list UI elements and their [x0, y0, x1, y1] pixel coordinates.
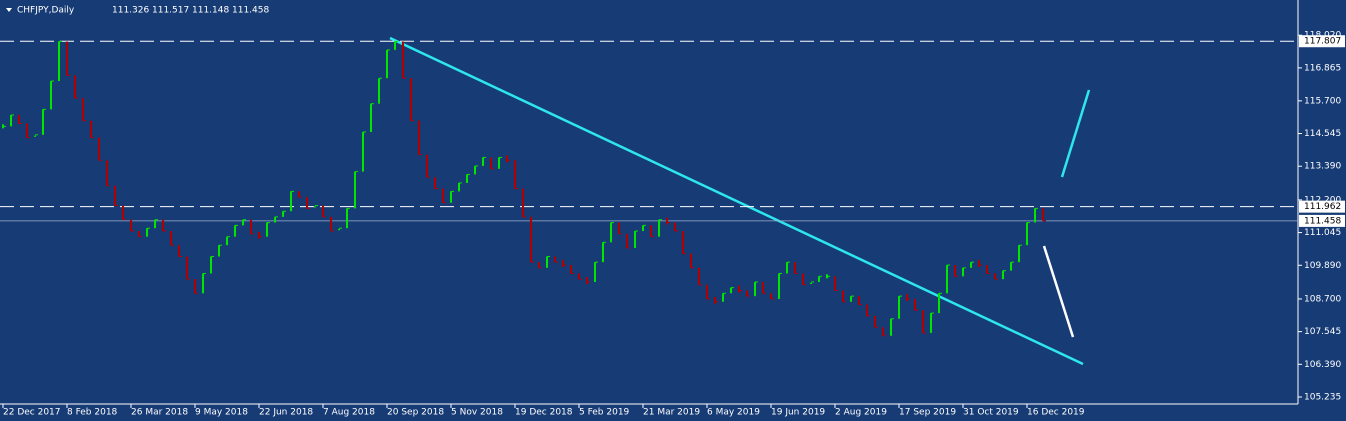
- x-tick-label: 22 Dec 2017: [3, 408, 61, 418]
- x-tick-label: 8 Feb 2018: [67, 408, 118, 418]
- y-tick-label: 113.390: [1304, 162, 1341, 172]
- y-tick-label: 109.890: [1304, 261, 1341, 271]
- symbol: CHFJPY,Daily: [17, 6, 75, 16]
- y-tick-label: 106.390: [1304, 360, 1341, 370]
- y-tick-label: 115.700: [1304, 96, 1341, 106]
- header-value: 111.517: [152, 6, 189, 16]
- header-value: 111.326: [112, 6, 149, 16]
- x-tick-label: 19 Jun 2019: [771, 408, 825, 418]
- y-tick-label: 112.200: [1304, 195, 1341, 205]
- y-tick-label: 111.045: [1304, 228, 1341, 238]
- x-tick-label: 7 Aug 2018: [323, 408, 375, 418]
- y-tick-label: 105.235: [1304, 393, 1341, 403]
- level-box: [1299, 35, 1345, 48]
- trend-line: [389, 36, 1084, 366]
- current-price-label: 111.458: [1304, 216, 1341, 226]
- menu-triangle: [6, 8, 12, 12]
- x-tick-label: 19 Dec 2018: [515, 408, 573, 418]
- level-label: 111.962: [1304, 202, 1341, 212]
- header-value: 111.458: [232, 6, 269, 16]
- x-tick-label: 22 Jun 2018: [259, 408, 313, 418]
- x-tick-label: 5 Feb 2019: [579, 408, 630, 418]
- y-tick-label: 116.865: [1304, 63, 1341, 73]
- level-label: 117.807: [1304, 37, 1341, 47]
- y-tick-label: 108.700: [1304, 294, 1341, 304]
- arrow-up-line: [1060, 89, 1091, 178]
- x-tick-label: 2 Aug 2019: [835, 408, 887, 418]
- x-tick-label: 6 May 2019: [707, 408, 760, 418]
- x-tick-label: 21 Mar 2019: [643, 408, 700, 418]
- current-price-box: [1299, 214, 1345, 227]
- x-tick-label: 17 Sep 2019: [899, 408, 956, 418]
- x-tick-label: 5 Nov 2018: [451, 408, 503, 418]
- y-tick-label: 114.545: [1304, 129, 1341, 139]
- header-value: 111.148: [192, 6, 229, 16]
- x-tick-label: 20 Sep 2018: [387, 408, 444, 418]
- x-tick-label: 9 May 2018: [195, 408, 248, 418]
- x-tick-label: 26 Mar 2018: [131, 408, 188, 418]
- level-box: [1299, 200, 1345, 213]
- arrow-down-line: [1042, 245, 1075, 338]
- y-tick-label: 107.545: [1304, 327, 1341, 337]
- x-tick-label: 16 Dec 2019: [1027, 408, 1085, 418]
- x-tick-label: 31 Oct 2019: [963, 408, 1019, 418]
